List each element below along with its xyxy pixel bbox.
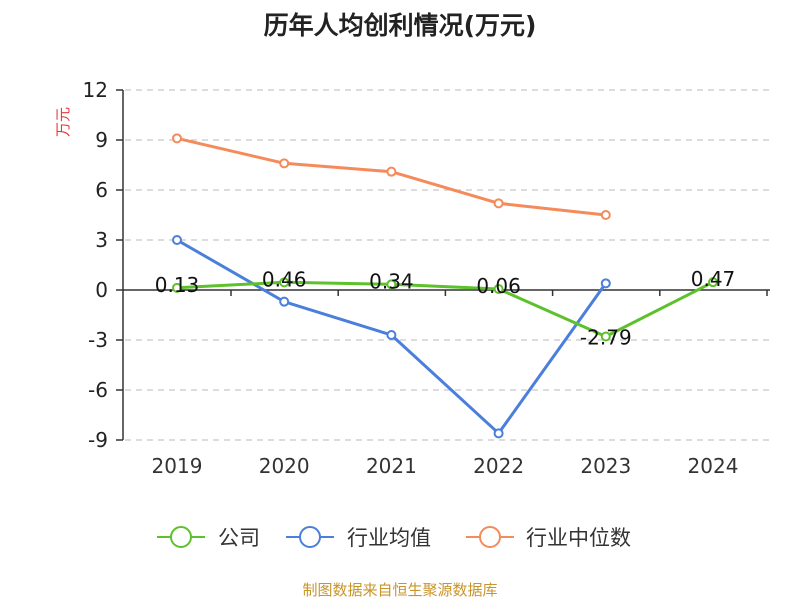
y-tick-label: 6 [95, 178, 108, 202]
y-tick-label: 9 [95, 128, 108, 152]
x-tick-label: 2020 [259, 454, 310, 478]
data-point [386, 166, 397, 177]
data-label: 0.46 [262, 267, 307, 291]
data-point [386, 279, 397, 290]
data-labels: 0.13 0.46 0.34 0.06 -2.79 0.47 [155, 267, 736, 349]
x-tick-label: 2022 [473, 454, 524, 478]
y-tick-label: 12 [83, 78, 108, 102]
legend-label: 行业中位数 [526, 526, 631, 550]
y-tick-label: 3 [95, 228, 108, 252]
data-point [172, 235, 182, 245]
data-point [279, 158, 290, 169]
data-label: 0.34 [369, 269, 414, 293]
y-tick-label: -6 [88, 378, 108, 402]
legend-marker [299, 526, 321, 548]
source-note: 制图数据来自恒生聚源数据库 [302, 581, 497, 599]
series-line-0 [176, 280, 714, 338]
data-point [600, 331, 611, 342]
data-point [386, 330, 397, 340]
chart-title: 历年人均创利情况(万元) [264, 11, 537, 40]
legend-label: 行业均值 [347, 526, 431, 550]
data-label: 0.06 [476, 274, 521, 298]
axes: 12 9 6 3 0 -3 -6 -9 2019 2020 2021 2022 2023 2024 [83, 78, 770, 478]
data-point [493, 428, 504, 439]
data-point [493, 198, 504, 209]
y-tick-label: 0 [95, 278, 108, 302]
series-lines [172, 133, 718, 439]
legend-label: 公司 [218, 526, 260, 550]
legend-marker [170, 526, 192, 548]
legend-marker [479, 526, 501, 548]
data-label: -2.79 [580, 326, 632, 350]
data-point [279, 277, 290, 288]
data-label: 0.13 [155, 273, 200, 297]
x-tick-label: 2023 [580, 454, 631, 478]
data-point [172, 282, 182, 293]
legend: 公司 行业均值 行业中位数 [157, 526, 631, 550]
data-point [600, 210, 611, 220]
data-point [708, 277, 718, 288]
y-tick-label: -9 [88, 428, 108, 452]
data-point [279, 296, 290, 307]
y-axis-label: 万元 [54, 107, 72, 137]
data-point [493, 284, 504, 294]
x-tick-label: 2019 [152, 454, 203, 478]
data-point [172, 133, 182, 144]
y-tick-label: -3 [88, 328, 108, 352]
x-tick-label: 2021 [366, 454, 417, 478]
data-point [600, 278, 611, 289]
x-tick-label: 2024 [688, 454, 739, 478]
data-label: 0.47 [691, 267, 736, 291]
grid-lines [125, 89, 770, 441]
